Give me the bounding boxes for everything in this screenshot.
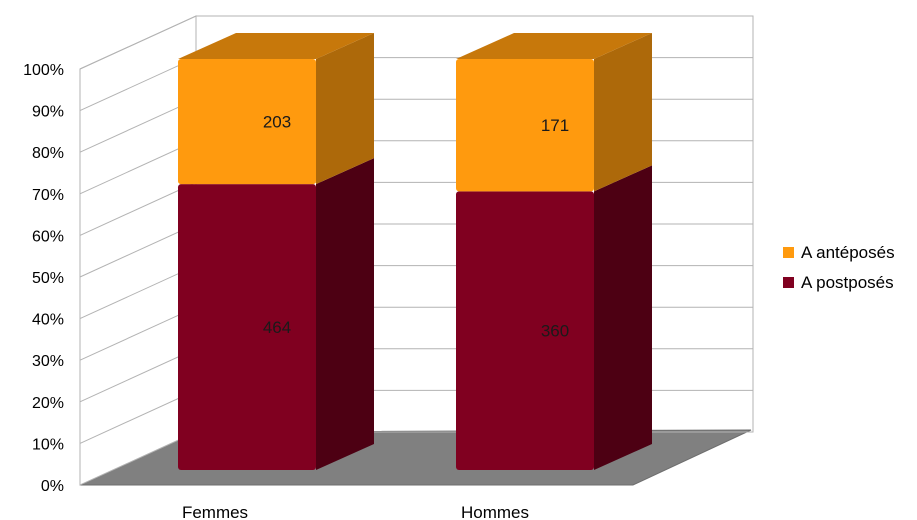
bar-top-face [456, 33, 652, 59]
y-tick-label: 60% [32, 228, 64, 245]
bar-hommes-series-1 [456, 33, 652, 192]
y-tick-label: 80% [32, 145, 64, 162]
bar-side-face [316, 158, 374, 470]
data-label-femmes-series-0: 464 [263, 318, 291, 337]
bar-femmes-series-0 [178, 158, 374, 470]
bar-front-face [456, 59, 594, 192]
x-category-label: Femmes [182, 503, 248, 520]
y-tick-label: 50% [32, 270, 64, 287]
legend-swatch [783, 277, 794, 288]
data-label-femmes-series-1: 203 [263, 113, 291, 132]
legend: A antéposés A postposés [783, 243, 895, 292]
bar-side-face [594, 165, 652, 470]
y-tick-label: 10% [32, 436, 64, 453]
bar-side-face [594, 33, 652, 192]
y-axis-ticks: 0% 10% 20% 30% 40% 50% 60% 70% 80% 90% 100% [23, 62, 64, 495]
y-tick-label: 20% [32, 395, 64, 412]
x-category-label: Hommes [461, 503, 529, 520]
legend-label: A antéposés [801, 243, 895, 262]
bar-side-face [316, 33, 374, 185]
x-axis-categories: Femmes Hommes [182, 503, 529, 520]
y-tick-label: 0% [41, 478, 64, 495]
bar-front-face [178, 184, 316, 470]
y-tick-label: 100% [23, 62, 64, 79]
bars [178, 33, 652, 470]
bar-front-face [178, 59, 316, 185]
legend-swatch [783, 247, 794, 258]
bar-femmes-series-1 [178, 33, 374, 185]
bar-top-face [178, 33, 374, 59]
y-tick-label: 30% [32, 353, 64, 370]
legend-label: A postposés [801, 273, 894, 292]
gridline [79, 15, 753, 70]
data-label-hommes-series-1: 171 [541, 116, 569, 135]
data-label-hommes-series-0: 360 [541, 322, 569, 341]
data-labels: 464 203 360 171 [263, 113, 569, 341]
y-tick-label: 70% [32, 187, 64, 204]
y-tick-label: 40% [32, 312, 64, 329]
bar-front-face [456, 191, 594, 470]
y-tick-label: 90% [32, 104, 64, 121]
bar-hommes-series-0 [456, 165, 652, 470]
